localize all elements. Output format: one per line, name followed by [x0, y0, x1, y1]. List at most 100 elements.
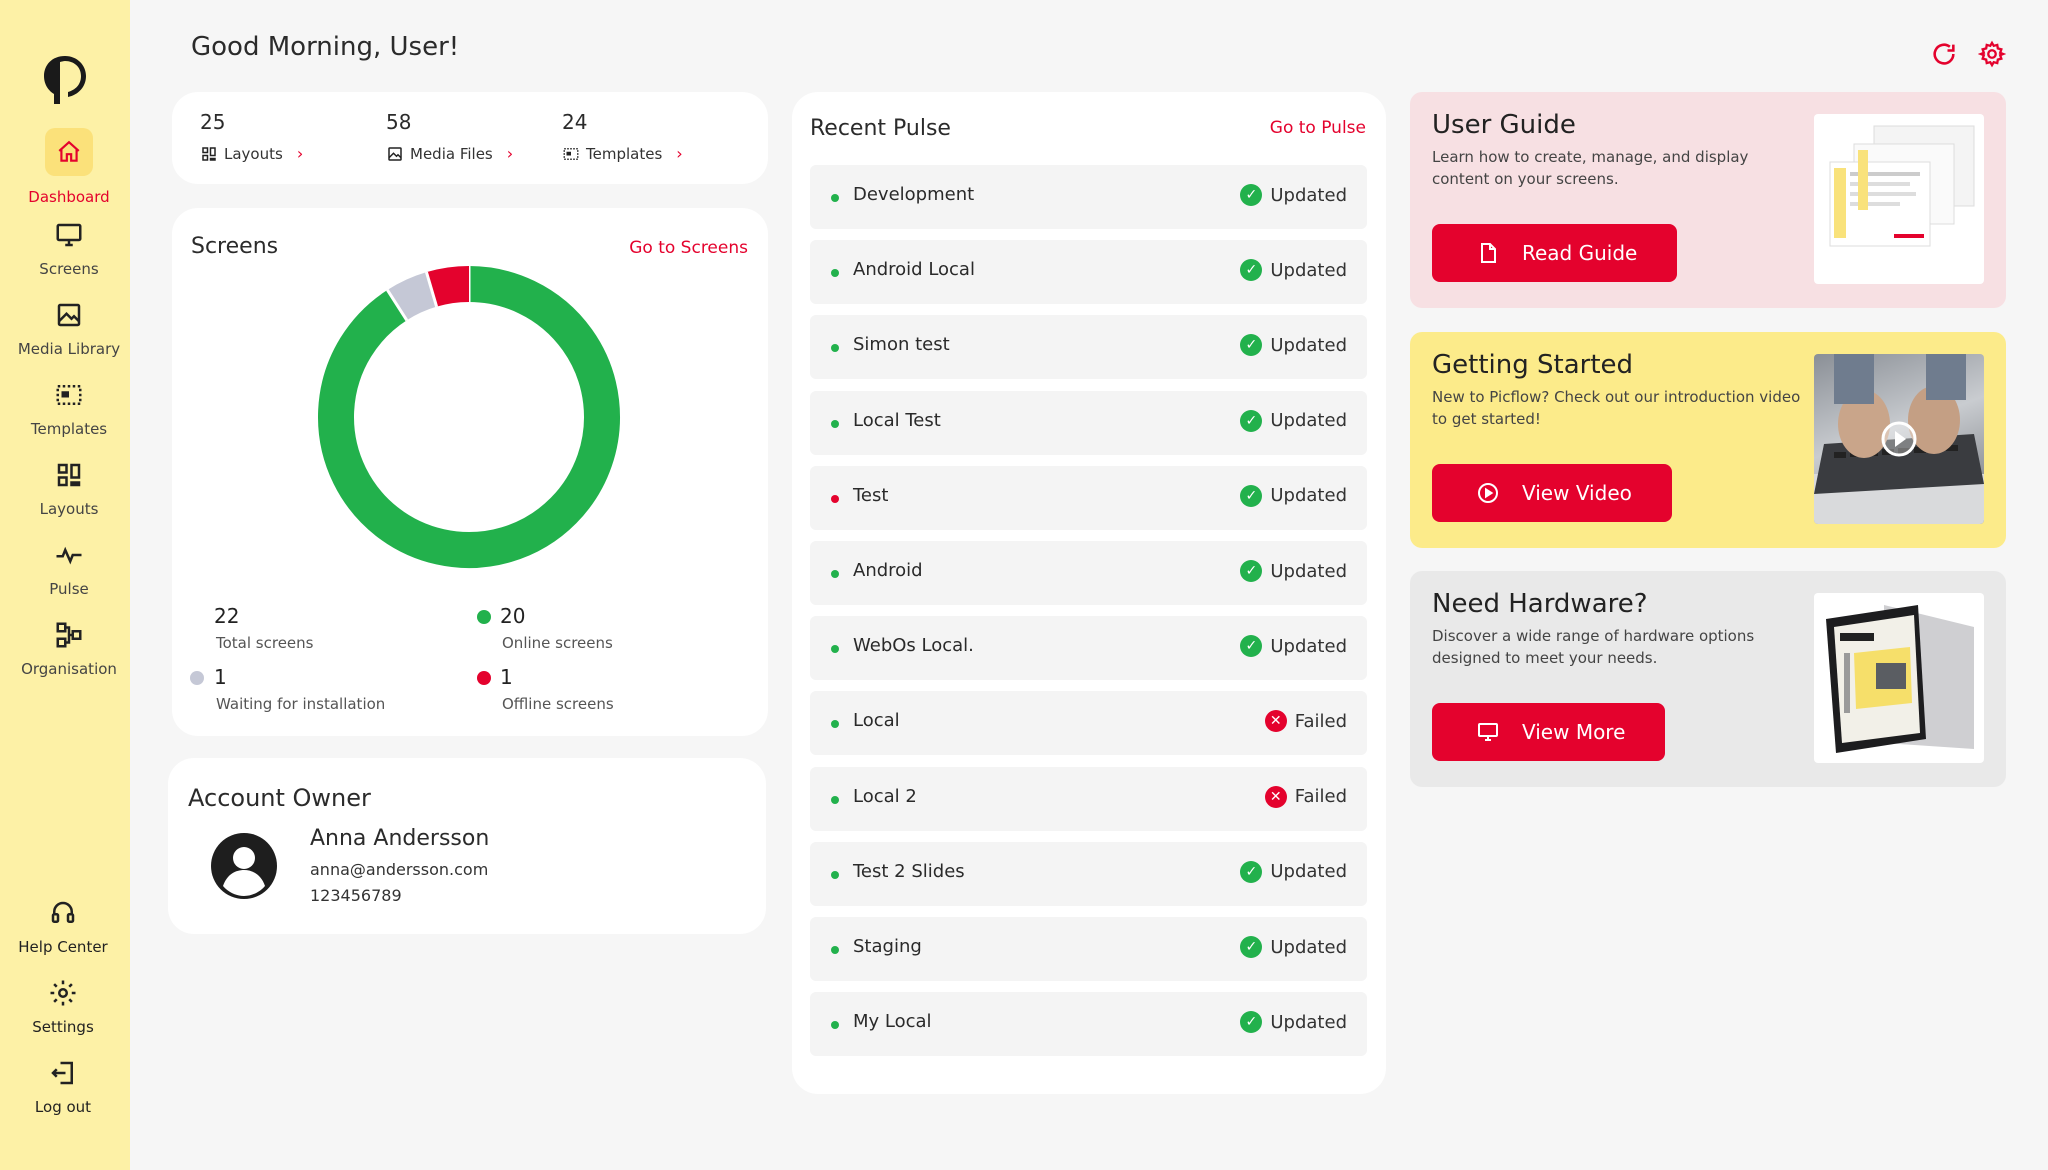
- status-dot: [831, 194, 839, 202]
- view-more-button[interactable]: View More: [1432, 703, 1666, 761]
- screens-title: Screens: [191, 234, 279, 259]
- stat-label: Templates: [586, 144, 663, 163]
- sidebar-item-settings[interactable]: Settings: [0, 978, 126, 1036]
- stats-card: 25 Layouts › 58 Media Files › 24 Templat…: [172, 92, 768, 184]
- pulse-row[interactable]: My Local ✓ Updated: [810, 992, 1367, 1057]
- pulse-name: Local Test: [853, 409, 941, 431]
- read-guide-button[interactable]: Read Guide: [1432, 224, 1678, 282]
- account-owner-card: Account Owner Anna Andersson anna@anders…: [168, 758, 766, 934]
- status-label: Updated: [1270, 560, 1347, 582]
- layouts-icon: [54, 460, 84, 490]
- headset-icon: [48, 898, 78, 928]
- home-icon: [45, 128, 93, 176]
- status-dot: [831, 570, 839, 578]
- go-to-screens-link[interactable]: Go to Screens: [629, 238, 748, 258]
- sidebar-item-pulse[interactable]: Pulse: [0, 540, 138, 598]
- sidebar-item-label: Settings: [32, 1018, 94, 1036]
- refresh-icon[interactable]: [1930, 40, 1958, 68]
- pulse-row[interactable]: Local 2 ✕ Failed: [810, 766, 1367, 831]
- template-icon: [54, 380, 84, 410]
- user-guide-card: User Guide Learn how to create, manage, …: [1410, 92, 2006, 308]
- sidebar-item-logout[interactable]: Log out: [0, 1058, 126, 1116]
- status-dot: [831, 344, 839, 353]
- pulse-name: Local 2: [853, 785, 917, 807]
- status-dot: [831, 720, 839, 729]
- offline-screens-label: Offline screens: [502, 695, 614, 713]
- online-dot: [477, 610, 491, 624]
- view-video-button[interactable]: View Video: [1432, 464, 1672, 522]
- stat-label: Media Files: [410, 144, 493, 163]
- pulse-row[interactable]: Local Test ✓ Updated: [810, 390, 1367, 455]
- pulse-name: My Local: [853, 1011, 932, 1033]
- avatar-icon: [211, 833, 277, 899]
- pulse-row[interactable]: Local ✕ Failed: [810, 691, 1367, 756]
- play-circle-icon: [1478, 483, 1498, 503]
- donut-separator: [386, 289, 409, 322]
- monitor-icon: [54, 220, 84, 250]
- pulse-icon: [54, 540, 84, 570]
- page-title: Good Morning, User!: [191, 32, 460, 62]
- getting-started-card: Getting Started New to Picflow? Check ou…: [1410, 332, 2006, 548]
- sidebar-item-dashboard[interactable]: Dashboard: [0, 128, 138, 206]
- sidebar-item-templates[interactable]: Templates: [0, 380, 138, 438]
- sidebar-item-organisation[interactable]: Organisation: [0, 620, 138, 678]
- image-icon: [388, 146, 402, 161]
- check-circle-icon: ✓: [1240, 1011, 1263, 1034]
- button-label: View Video: [1522, 481, 1632, 505]
- status-label: Updated: [1270, 1011, 1347, 1033]
- waiting-count: 1: [214, 665, 227, 689]
- pulse-row[interactable]: Test ✓ Updated: [810, 465, 1367, 530]
- sidebar-item-media-library[interactable]: Media Library: [0, 300, 138, 358]
- check-circle-icon: ✓: [1240, 334, 1263, 357]
- failed-x-icon: ✕: [1264, 785, 1287, 808]
- promo-title: Need Hardware?: [1432, 589, 1648, 619]
- pulse-status: ✕ Failed: [1264, 710, 1347, 733]
- sidebar-item-label: Help Center: [18, 938, 108, 956]
- sidebar: Dashboard Screens Media Library Template…: [0, 0, 130, 1170]
- pulse-row[interactable]: WebOs Local. ✓ Updated: [810, 616, 1367, 681]
- sidebar-item-label: Media Library: [17, 340, 121, 358]
- pulse-status: ✓ Updated: [1240, 259, 1347, 282]
- stat-media-files[interactable]: 58 Media Files ›: [386, 110, 513, 163]
- sidebar-item-layouts[interactable]: Layouts: [0, 460, 138, 518]
- pulse-row[interactable]: Staging ✓ Updated: [810, 917, 1367, 981]
- gear-icon[interactable]: [1978, 40, 2006, 68]
- sidebar-item-screens[interactable]: Screens: [0, 220, 138, 278]
- account-title: Account Owner: [188, 784, 371, 812]
- pulse-status: ✓ Updated: [1240, 1011, 1347, 1034]
- template-icon: [563, 147, 579, 160]
- chevron-right-icon: ›: [506, 144, 514, 163]
- status-label: Updated: [1270, 861, 1347, 883]
- stat-templates[interactable]: 24 Templates ›: [562, 110, 683, 163]
- stat-count: 25: [200, 110, 226, 134]
- promo-title: User Guide: [1432, 110, 1576, 140]
- sidebar-item-help-center[interactable]: Help Center: [0, 898, 126, 956]
- status-label: Updated: [1270, 936, 1347, 958]
- pulse-status: ✓ Updated: [1240, 334, 1347, 357]
- offline-screens-count: 1: [500, 665, 513, 689]
- pulse-row[interactable]: Simon test ✓ Updated: [810, 315, 1367, 380]
- pulse-row[interactable]: Android Local ✓ Updated: [810, 240, 1367, 305]
- total-screens-label: Total screens: [216, 634, 314, 652]
- stat-layouts[interactable]: 25 Layouts ›: [200, 110, 303, 163]
- status-label: Updated: [1270, 334, 1347, 356]
- status-label: Updated: [1270, 635, 1347, 657]
- check-circle-icon: ✓: [1240, 635, 1263, 658]
- go-to-pulse-link[interactable]: Go to Pulse: [1269, 118, 1366, 138]
- promo-description: Discover a wide range of hardware option…: [1432, 627, 1755, 667]
- pulse-row[interactable]: Test 2 Slides ✓ Updated: [810, 841, 1367, 906]
- failed-x-icon: ✕: [1264, 710, 1287, 733]
- sidebar-item-label: Organisation: [21, 660, 117, 678]
- waiting-label: Waiting for installation: [216, 695, 386, 713]
- donut-slice-offline-screens: [426, 266, 470, 307]
- gear-icon: [48, 978, 78, 1008]
- check-circle-icon: ✓: [1240, 484, 1263, 507]
- pulse-status: ✓ Updated: [1240, 936, 1347, 958]
- status-dot: [831, 946, 839, 954]
- video-thumbnail[interactable]: [1814, 354, 1984, 524]
- status-dot: [831, 494, 839, 503]
- document-icon: [1481, 243, 1496, 263]
- donut-separator: [425, 271, 439, 308]
- pulse-row[interactable]: Development ✓ Updated: [810, 165, 1367, 229]
- pulse-row[interactable]: Android ✓ Updated: [810, 541, 1367, 605]
